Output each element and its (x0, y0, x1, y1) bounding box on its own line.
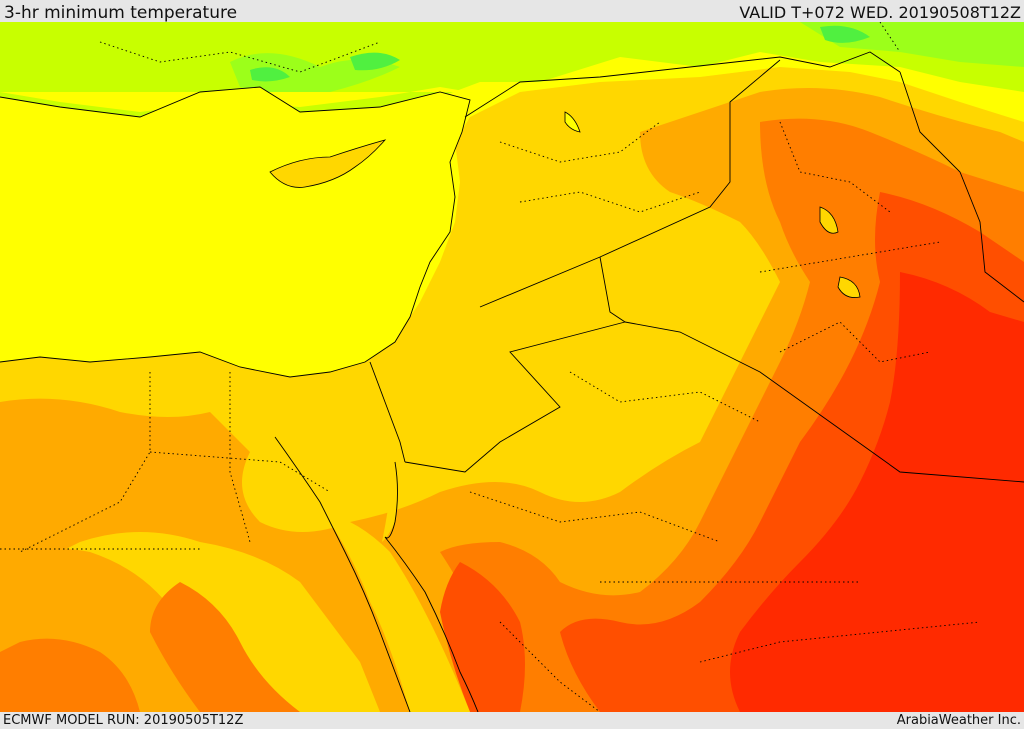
land-level-3-west (150, 582, 300, 712)
border-jordan-iraq-saudi (404, 256, 627, 473)
model-run-label: ECMWF MODEL RUN: 20190505T12Z (3, 713, 244, 728)
lake-iraq-2 (837, 276, 861, 298)
border-syria-iraq (479, 59, 781, 308)
border-iraq-iran (899, 71, 1024, 303)
map-header: 3-hr minimum temperature VALID T+072 WED… (0, 0, 1024, 22)
cool-zone-north-4 (350, 52, 400, 71)
province-borders (0, 22, 981, 712)
border-israel-egypt (369, 361, 406, 463)
map-title: 3-hr minimum temperature (4, 3, 238, 23)
valid-time-label: VALID T+072 WED. 20190508T12Z (739, 3, 1021, 22)
cool-zone-north-3 (250, 67, 290, 82)
lake-iraq-1 (819, 206, 839, 234)
temperature-map-svg (0, 22, 1024, 712)
cool-zone-ne-2 (820, 25, 870, 43)
border-saudi-iraq (624, 321, 1024, 483)
map-footer: ECMWF MODEL RUN: 20190505T12Z ArabiaWeat… (0, 712, 1024, 729)
coastline-mediterranean (0, 86, 471, 378)
border-turkey-syria (464, 51, 901, 118)
coastline-red-sea-west (274, 436, 411, 712)
lake-syria (564, 111, 581, 133)
coastline-red-sea-east (384, 461, 479, 712)
land-level-3-sw (0, 638, 140, 712)
credit-label: ArabiaWeather Inc. (896, 713, 1021, 728)
sea-gulf-aqaba (382, 462, 398, 542)
sea-red (330, 522, 470, 712)
land-level-5 (730, 272, 1024, 712)
sea-mediterranean (0, 87, 470, 377)
sea-gulf-suez (280, 442, 350, 522)
island-cyprus (269, 139, 387, 188)
temperature-map (0, 22, 1024, 712)
